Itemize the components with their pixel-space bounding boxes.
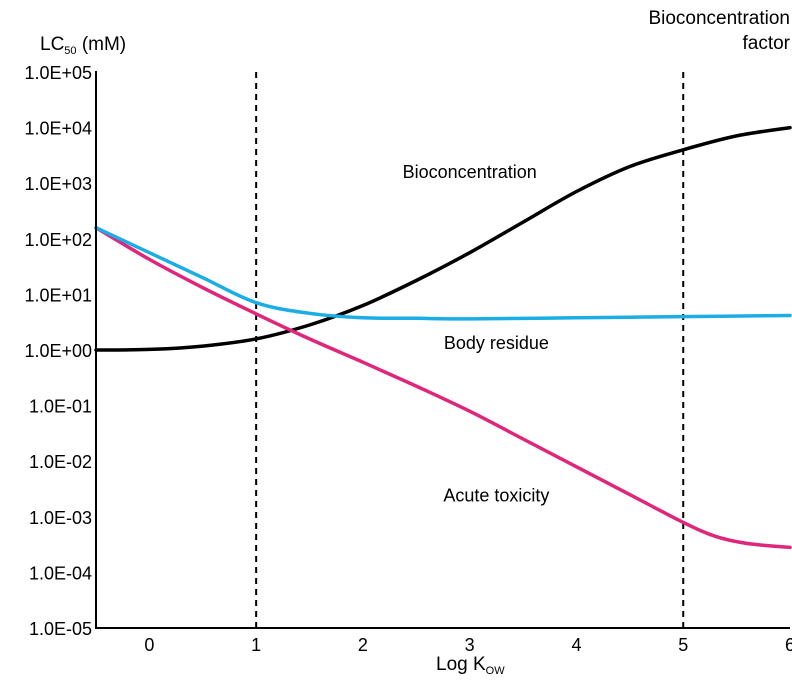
x-axis-label-sub: OW (485, 665, 505, 677)
y-axis-label: LC50 (mM) (40, 34, 126, 57)
y-tick-label: 1.0E-04 (29, 563, 92, 583)
y-tick-label: 1.0E+05 (24, 63, 92, 83)
x-tick-label: 0 (144, 635, 154, 655)
x-tick-label: 2 (358, 635, 368, 655)
series-label-bioconcentration: Bioconcentration (403, 162, 537, 182)
y-tick-label: 1.0E+00 (24, 341, 92, 361)
tick-labels: 1.0E-05 1.0E-04 1.0E-03 1.0E-02 1.0E-01 1.0E+… (24, 63, 792, 655)
series-line-bioconcentration (94, 125, 792, 352)
x-tick-label: 5 (678, 635, 688, 655)
x-tick-label: 3 (465, 635, 475, 655)
series-label-body-residue: Body residue (444, 333, 549, 353)
y-tick-label: 1.0E+01 (24, 285, 92, 305)
x-tick-label: 1 (251, 635, 261, 655)
y-tick-label: 1.0E-05 (29, 619, 92, 639)
y-tick-label: 1.0E-01 (29, 397, 92, 417)
y-tick-label: 1.0E-03 (29, 508, 92, 528)
y-tick-label: 1.0E+02 (24, 230, 92, 250)
series-lines (94, 125, 792, 550)
y-axis-label-sub: 50 (64, 45, 77, 57)
y-tick-label: 1.0E+04 (24, 119, 92, 139)
x-axis-label-main: Log K (436, 654, 486, 675)
series-line-body-residue (94, 225, 792, 321)
right-axis-title-line-1: Bioconcentration (648, 8, 790, 29)
y-tick-label: 1.0E+03 (24, 174, 92, 194)
series-label-acute-toxicity: Acute toxicity (443, 486, 549, 506)
series-line-acute-toxicity (94, 225, 792, 550)
right-axis-title: Bioconcentration factor (648, 6, 790, 56)
series-labels: Bioconcentration Body residue Acute toxici… (403, 162, 550, 506)
x-tick-label: 6 (785, 635, 792, 655)
x-axis-label: Log KOW (436, 654, 505, 677)
axes (95, 71, 790, 629)
y-axis-label-main: LC (40, 34, 65, 55)
x-tick-label: 4 (571, 635, 581, 655)
y-tick-label: 1.0E-02 (29, 452, 92, 472)
vertical-reference-lines (255, 72, 685, 628)
right-axis-title-line-2: factor (742, 33, 790, 54)
y-axis-label-unit: (mM) (76, 34, 127, 55)
